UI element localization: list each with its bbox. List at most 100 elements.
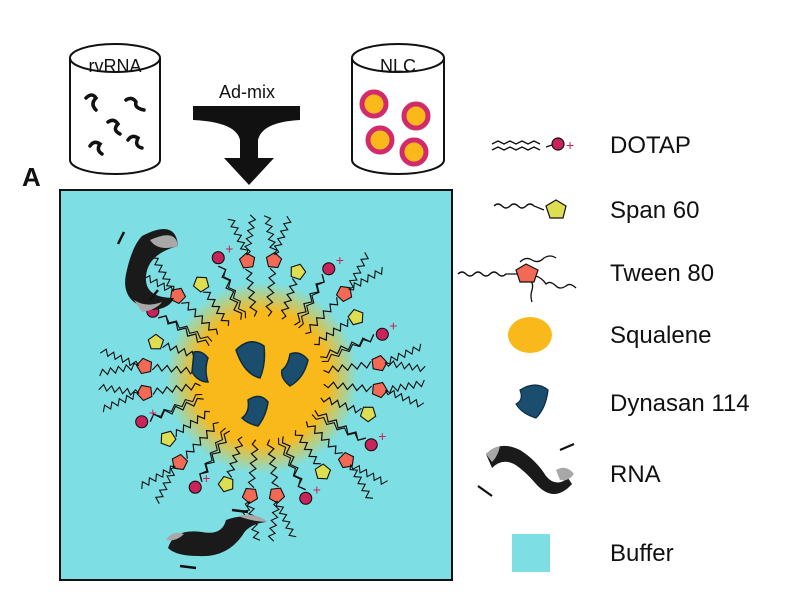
dotap-charge: +	[336, 252, 344, 268]
tween80-tail	[348, 252, 370, 290]
span60-head	[347, 308, 364, 326]
tween80-head	[371, 354, 388, 372]
tween80-tail	[384, 360, 426, 373]
dynasan-crystals	[191, 341, 309, 427]
dotap-charge: +	[149, 405, 157, 421]
surfactant-tail	[266, 439, 279, 488]
legend-label-dynasan: Dynasan 114	[610, 390, 750, 417]
surfactant-shell: ++++++++	[98, 214, 426, 542]
tween80-head	[171, 453, 189, 471]
tween80-tail	[348, 266, 383, 291]
tween80-tail	[275, 500, 297, 538]
surfactant-tail	[199, 430, 231, 483]
dotap-head	[299, 491, 313, 505]
surfactant-tail	[320, 333, 375, 359]
dotap-head	[135, 415, 149, 429]
tween80-head	[238, 252, 256, 269]
legend-label-span60: Span 60	[610, 197, 699, 224]
span60-head	[217, 475, 234, 493]
dotap-icon: +	[491, 137, 574, 153]
legend-label-tween80: Tween 80	[610, 260, 714, 287]
surfactant-tail	[277, 437, 306, 491]
span60-head	[192, 276, 210, 293]
legend: + DOTAP Span 60 Tw	[457, 132, 750, 572]
span60-icon	[493, 199, 567, 219]
surfactant-tail	[149, 393, 203, 422]
legend-label-rna: RNA	[610, 461, 661, 488]
span60-head	[160, 430, 177, 448]
surfactant-tail	[149, 397, 204, 423]
tween80-tail	[267, 500, 280, 542]
dotap-charge: +	[378, 428, 386, 444]
tween80-head	[169, 287, 187, 305]
surfactant-tail	[226, 436, 244, 478]
surfactant-tail	[199, 427, 226, 482]
tween80-tail	[150, 257, 175, 292]
dynasan-icon	[515, 384, 549, 419]
dotap-head	[375, 327, 389, 341]
rvrna-label: rvRNA	[89, 56, 142, 76]
surfactant-tail	[314, 319, 349, 346]
rna-icon	[477, 442, 575, 497]
surfactant-tail	[294, 430, 321, 465]
surfactant-tail	[321, 334, 375, 363]
dotap-charge: +	[313, 481, 321, 497]
squalene-core	[166, 282, 358, 474]
nlc-label: NLC	[380, 56, 416, 76]
admix-label: Ad-mix	[219, 82, 275, 102]
tween80-tail	[99, 362, 139, 377]
dotap-charge: +	[389, 317, 397, 333]
tween80-tail	[141, 465, 176, 490]
rna-strand-bottom	[166, 508, 268, 570]
surfactant-tail	[323, 361, 372, 374]
tween80-head	[337, 451, 355, 469]
surfactant-tail	[293, 273, 325, 326]
tween80-tail	[99, 348, 140, 367]
surfactant-tail	[203, 291, 230, 326]
span60-head	[290, 263, 307, 281]
legend-label-squalene: Squalene	[610, 322, 711, 349]
surfactant-tail	[298, 274, 325, 329]
legend-label-buffer: Buffer	[610, 540, 674, 567]
tween80-tail	[273, 215, 292, 256]
surfactant-tail	[311, 414, 366, 441]
tween80-tail	[350, 464, 388, 486]
nlc-particles	[359, 89, 431, 167]
tween80-tail	[385, 379, 425, 394]
surfactant-tail	[181, 301, 219, 335]
dotap-head	[211, 251, 225, 265]
span60-head	[314, 463, 332, 480]
surfactant-tail	[247, 439, 259, 489]
admix-arrow: Ad-mix	[193, 82, 300, 185]
dotap-head	[322, 262, 336, 276]
span60-head	[359, 406, 377, 423]
surfactant-tail	[281, 436, 307, 491]
tween80-tail	[244, 214, 257, 256]
tween80-head	[335, 285, 353, 303]
surfactant-tail	[314, 409, 367, 441]
tween80-head	[241, 487, 259, 505]
surfactant-tail	[217, 265, 243, 320]
tween80-tail	[263, 215, 278, 255]
surfactant-tail	[245, 268, 258, 317]
dotap-head	[364, 438, 378, 452]
tween80-head	[268, 487, 286, 504]
squalene-icon	[508, 317, 552, 353]
tween80-head	[136, 384, 153, 402]
tween80-head	[265, 251, 283, 269]
tween80-head	[371, 381, 389, 399]
dotap-head	[188, 480, 202, 494]
svg-text:+: +	[566, 137, 574, 153]
panel-label: A	[22, 162, 41, 192]
rvrna-strands	[84, 93, 146, 156]
surfactant-tail	[185, 421, 219, 459]
tween80-tail	[154, 466, 176, 504]
tween80-tail	[98, 383, 140, 396]
surfactant-tail	[157, 315, 210, 347]
surfactant-tail	[265, 267, 277, 317]
span60-head	[147, 333, 165, 350]
tween80-tail	[227, 218, 249, 256]
nlc-container: NLC	[351, 43, 445, 175]
tween80-tail	[102, 391, 140, 413]
